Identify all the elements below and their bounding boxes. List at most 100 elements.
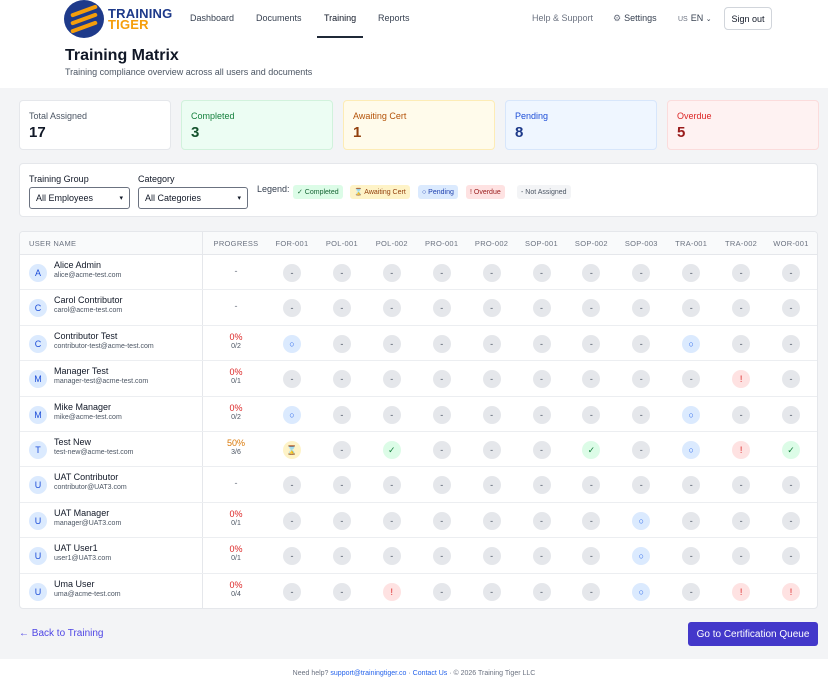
progress-cell: - [210,296,262,311]
status-pending-icon[interactable]: ○ [283,334,301,353]
status-not-assigned-icon: - [283,547,301,566]
page-title: Training Matrix [65,47,179,64]
status-pending-icon[interactable]: ○ [632,582,651,601]
status-not-assigned-icon: - [782,547,800,566]
status-pending-icon[interactable]: ○ [682,334,701,353]
progress-fraction: 0/1 [231,378,241,386]
user-avatar: C [29,334,47,353]
nav-documents[interactable]: Documents [256,13,302,23]
progress-cell: 0% 0/2 [210,332,262,350]
status-not-assigned-icon: - [382,476,401,495]
status-not-assigned-icon: - [632,299,651,318]
us-flag-icon: US [678,16,688,23]
status-not-assigned-icon: - [682,264,701,282]
stat-value: 3 [191,124,200,141]
column-header-pol-001: POL-001 [325,239,358,248]
settings-link[interactable]: ⚙ Settings [613,13,657,24]
status-overdue-icon[interactable]: ! [782,582,800,601]
user-name: Uma User [54,578,95,589]
user-name: UAT Manager [54,507,110,518]
training-group-value: All Employees [36,193,94,203]
status-not-assigned-icon: - [782,405,800,424]
category-value: All Categories [145,193,202,203]
stat-card-overdue: Overdue 5 [667,100,819,150]
status-completed-icon[interactable]: ✓ [382,441,401,459]
status-not-assigned-icon: - [682,582,701,601]
stat-value: 8 [515,124,524,141]
status-not-assigned-icon: - [532,511,551,530]
stat-label: Awaiting Cert [353,111,407,121]
status-not-assigned-icon: - [382,334,401,353]
go-to-certification-queue-button[interactable]: Go to Certification Queue [688,622,818,646]
status-overdue-icon[interactable]: ! [382,582,401,601]
status-not-assigned-icon: - [382,511,401,530]
status-not-assigned-icon: - [582,264,601,282]
progress-cell: 50% 3/6 [210,438,262,456]
status-not-assigned-icon: - [732,476,751,495]
table-row: C Contributor Test contributor-test@acme-t… [20,326,817,362]
user-name: UAT Contributor [54,472,119,483]
status-awaiting-cert-icon[interactable]: ⌛ [283,441,301,459]
back-to-training-link[interactable]: ← Back to Training [19,628,104,639]
user-email: manager-test@acme-test.com [54,378,149,386]
status-not-assigned-icon: - [782,476,800,495]
status-not-assigned-icon: - [532,334,551,353]
status-pending-icon[interactable]: ○ [283,405,301,424]
status-overdue-icon[interactable]: ! [732,582,751,601]
status-not-assigned-icon: - [582,405,601,424]
stat-value: 1 [353,124,362,141]
logo-line-2: TIGER [108,17,149,32]
status-not-assigned-icon: - [283,264,301,282]
status-pending-icon[interactable]: ○ [682,405,701,424]
progress-cell: 0% 0/1 [210,367,262,385]
contact-us-link[interactable]: Contact Us [412,670,448,677]
status-overdue-icon[interactable]: ! [732,370,751,389]
nav-training[interactable]: Training [324,13,357,23]
support-email-link[interactable]: support@trainingtiger.co [330,670,407,677]
table-row: U UAT User1 user1@UAT3.com 0% 0/1 - - - - - - - ○ - - - [20,538,817,574]
column-header-sop-001: SOP-001 [525,239,558,248]
settings-label: Settings [624,13,657,23]
user-name: Alice Admin [54,260,102,270]
column-header-progress: PROGRESS [213,239,259,248]
status-not-assigned-icon: - [382,405,401,424]
nav-reports[interactable]: Reports [378,13,410,23]
status-pending-icon[interactable]: ○ [682,441,701,459]
status-pending-icon[interactable]: ○ [632,511,651,530]
training-tiger-logo[interactable]: TRAINING TIGER [64,0,174,38]
status-completed-icon[interactable]: ✓ [582,441,601,459]
status-not-assigned-icon: - [682,511,701,530]
column-header-tra-002: TRA-002 [725,239,758,248]
stat-value: 17 [29,124,46,141]
column-header-wor-001: WOR-001 [773,239,809,248]
table-row: A Alice Admin alice@acme-test.com - - - - - - - - -… [20,255,817,291]
category-label: Category [138,174,175,184]
status-overdue-icon[interactable]: ! [732,441,751,459]
category-select[interactable]: All Categories ▾ [138,187,248,209]
sign-out-button[interactable]: Sign out [724,7,772,30]
status-not-assigned-icon: - [332,334,351,353]
help-support-link[interactable]: Help & Support [532,13,594,23]
status-pending-icon[interactable]: ○ [632,547,651,566]
status-not-assigned-icon: - [782,334,800,353]
table-header: USER NAME PROGRESS FOR-001 POL-001 POL-002… [20,232,817,255]
user-email: contributor@UAT3.com [54,484,127,492]
footer: Need help? support@trainingtiger.co · Co… [0,659,828,688]
user-email: test-new@acme-test.com [54,449,134,456]
progress-fraction: 0/2 [231,413,241,421]
status-not-assigned-icon: - [582,299,601,318]
user-avatar: U [29,511,47,530]
progress-fraction: 0/1 [231,519,241,527]
status-not-assigned-icon: - [732,334,751,353]
progress-empty: - [234,301,238,312]
column-header-pro-001: PRO-001 [425,239,459,248]
footer-separator: · [408,670,411,677]
training-group-select[interactable]: All Employees ▾ [29,187,130,209]
nav-dashboard[interactable]: Dashboard [190,13,235,23]
logo-wordmark: TRAINING TIGER [108,7,172,32]
status-completed-icon[interactable]: ✓ [782,441,800,459]
language-selector[interactable]: US EN ⌄ [678,13,712,23]
status-not-assigned-icon: - [782,511,800,530]
status-not-assigned-icon: - [382,547,401,566]
user-email: user1@UAT3.com [54,555,112,563]
